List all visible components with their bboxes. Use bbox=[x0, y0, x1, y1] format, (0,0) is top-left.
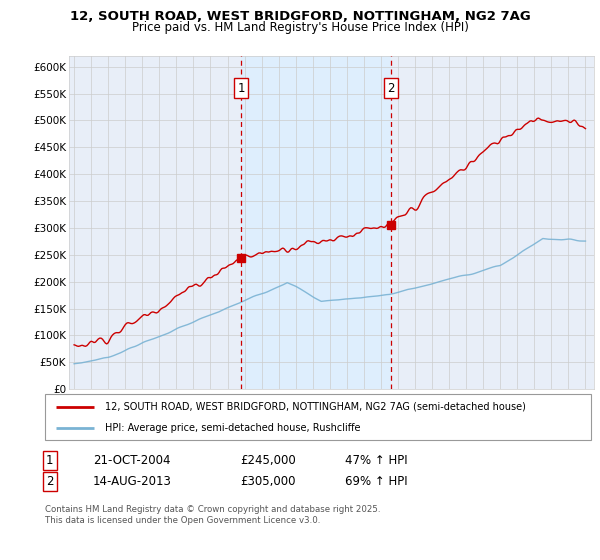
Text: £245,000: £245,000 bbox=[240, 454, 296, 467]
Text: 47% ↑ HPI: 47% ↑ HPI bbox=[345, 454, 407, 467]
Text: Contains HM Land Registry data © Crown copyright and database right 2025.
This d: Contains HM Land Registry data © Crown c… bbox=[45, 505, 380, 525]
Text: £305,000: £305,000 bbox=[240, 475, 296, 488]
Text: HPI: Average price, semi-detached house, Rushcliffe: HPI: Average price, semi-detached house,… bbox=[105, 423, 361, 433]
Text: 21-OCT-2004: 21-OCT-2004 bbox=[93, 454, 170, 467]
Text: 1: 1 bbox=[238, 82, 245, 95]
Text: 2: 2 bbox=[388, 82, 395, 95]
Text: 69% ↑ HPI: 69% ↑ HPI bbox=[345, 475, 407, 488]
Text: 2: 2 bbox=[46, 475, 53, 488]
Text: 12, SOUTH ROAD, WEST BRIDGFORD, NOTTINGHAM, NG2 7AG (semi-detached house): 12, SOUTH ROAD, WEST BRIDGFORD, NOTTINGH… bbox=[105, 402, 526, 412]
Bar bbox=[241, 56, 391, 389]
Text: 1: 1 bbox=[46, 454, 53, 467]
Text: Price paid vs. HM Land Registry's House Price Index (HPI): Price paid vs. HM Land Registry's House … bbox=[131, 21, 469, 34]
Text: 14-AUG-2013: 14-AUG-2013 bbox=[93, 475, 172, 488]
Text: 12, SOUTH ROAD, WEST BRIDGFORD, NOTTINGHAM, NG2 7AG: 12, SOUTH ROAD, WEST BRIDGFORD, NOTTINGH… bbox=[70, 10, 530, 23]
